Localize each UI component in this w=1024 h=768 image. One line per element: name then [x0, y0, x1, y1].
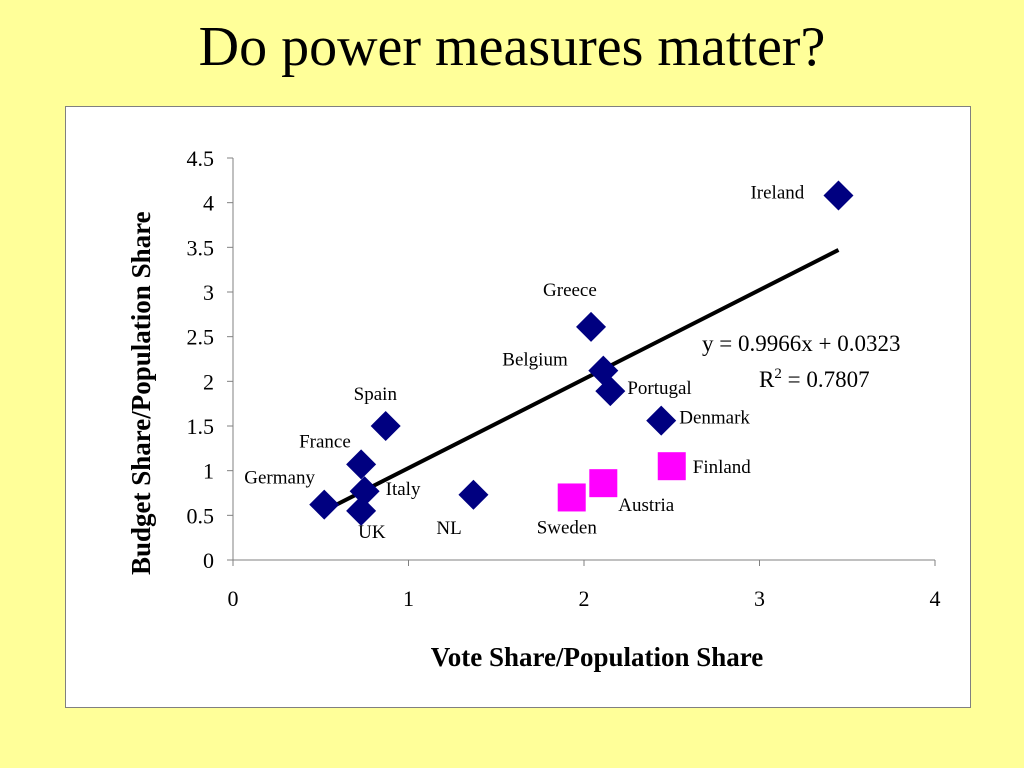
y-tick-label: 4.5 — [187, 146, 215, 171]
x-tick-label: 1 — [403, 586, 414, 611]
slide-title: Do power measures matter? — [198, 16, 826, 78]
label-belgium: Belgium — [502, 350, 568, 371]
y-tick-label: 2 — [203, 369, 214, 394]
point-finland — [657, 452, 686, 481]
point-uk — [346, 495, 377, 526]
label-italy: Italy — [386, 479, 421, 500]
label-denmark: Denmark — [679, 408, 750, 429]
y-tick-label: 3.5 — [187, 235, 215, 260]
trendline-equation: y = 0.9966x + 0.0323 — [702, 331, 900, 356]
label-spain: Spain — [354, 384, 398, 405]
y-tick-label: 0 — [203, 548, 214, 573]
y-tick-label: 3 — [203, 280, 214, 305]
point-italy — [349, 476, 380, 507]
label-finland: Finland — [693, 457, 752, 478]
label-germany: Germany — [244, 468, 315, 489]
y-tick-label: 1 — [203, 459, 214, 484]
point-austria — [589, 469, 618, 498]
y-tick-label: 2.5 — [187, 325, 215, 350]
point-ireland — [823, 180, 854, 211]
scatter-chart: 0 0.5 1 1.5 2 2.5 3 3.5 4 4.5 0 1 2 3 4 Vote Share/Popu… — [126, 146, 941, 672]
point-greece — [576, 311, 607, 342]
point-nl — [458, 479, 489, 510]
point-france — [346, 449, 377, 480]
trendline — [323, 248, 840, 513]
x-tick-label: 0 — [228, 586, 239, 611]
label-france: France — [299, 431, 351, 452]
label-ireland: Ireland — [750, 183, 804, 204]
point-spain — [370, 411, 401, 441]
y-tick-label: 0.5 — [187, 503, 215, 528]
label-greece: Greece — [543, 280, 597, 301]
chart-frame: 0 0.5 1 1.5 2 2.5 3 3.5 4 4.5 0 1 2 3 4 Vote Share/Popu… — [65, 106, 971, 708]
label-nl: NL — [436, 518, 461, 539]
trendline-r2: R2 = 0.7807 — [759, 366, 870, 392]
x-tick-label: 3 — [754, 586, 765, 611]
label-portugal: Portugal — [627, 378, 691, 399]
y-tick-label: 1.5 — [187, 414, 215, 439]
y-tick-label: 4 — [203, 191, 214, 216]
y-axis-title: Budget Share/Population Share — [126, 211, 156, 575]
label-sweden: Sweden — [537, 517, 598, 538]
point-sweden — [557, 483, 586, 512]
label-austria: Austria — [618, 495, 675, 516]
y-axis-title-group: Budget Share/Population Share — [126, 211, 156, 575]
point-denmark — [646, 405, 677, 436]
x-tick-label: 2 — [579, 586, 590, 611]
label-uk: UK — [358, 522, 386, 543]
x-tick-label: 4 — [930, 586, 941, 611]
point-portugal — [595, 376, 626, 407]
point-germany — [309, 489, 340, 520]
x-axis-title: Vote Share/Population Share — [431, 642, 764, 672]
